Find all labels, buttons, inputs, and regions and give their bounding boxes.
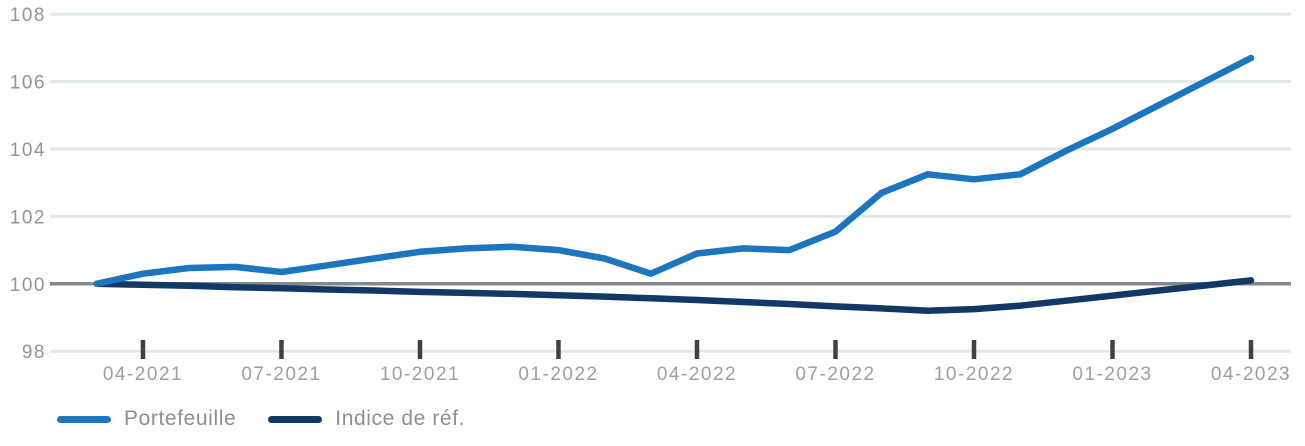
legend: Portefeuille Indice de réf. [57, 407, 465, 431]
x-axis-label-10-2021: 10-2021 [380, 364, 460, 385]
x-axis-label-07-2021: 07-2021 [241, 364, 321, 385]
legend-label-indice-de-ref: Indice de réf. [335, 407, 466, 430]
x-axis-label-01-2023: 01-2023 [1072, 364, 1152, 385]
y-axis-label-102: 102 [10, 207, 46, 228]
y-axis-label-106: 106 [10, 73, 46, 94]
series-line-portefeuille [93, 54, 1255, 288]
x-axis-label-04-2021: 04-2021 [103, 364, 183, 385]
y-axis-label-98: 98 [22, 342, 46, 363]
x-axis-label-01-2022: 01-2022 [518, 364, 598, 385]
y-axis-label-100: 100 [10, 275, 46, 296]
legend-label-portefeuille: Portefeuille [124, 407, 237, 430]
y-axis-label-108: 108 [10, 5, 46, 26]
portefeuille-line-swatch [57, 415, 111, 423]
x-axis-label-04-2023: 04-2023 [1211, 364, 1291, 385]
x-axis-label-04-2022: 04-2022 [657, 364, 737, 385]
x-axis-label-07-2022: 07-2022 [795, 364, 875, 385]
legend-item-portefeuille: Portefeuille [57, 407, 236, 431]
indice-de-ref-line-swatch [268, 415, 323, 423]
legend-item-indice-de-ref: Indice de réf. [268, 407, 465, 431]
series-line-indice-de-r-f [93, 277, 1255, 315]
x-axis-label-10-2022: 10-2022 [934, 364, 1014, 385]
y-axis-label-104: 104 [10, 140, 46, 161]
